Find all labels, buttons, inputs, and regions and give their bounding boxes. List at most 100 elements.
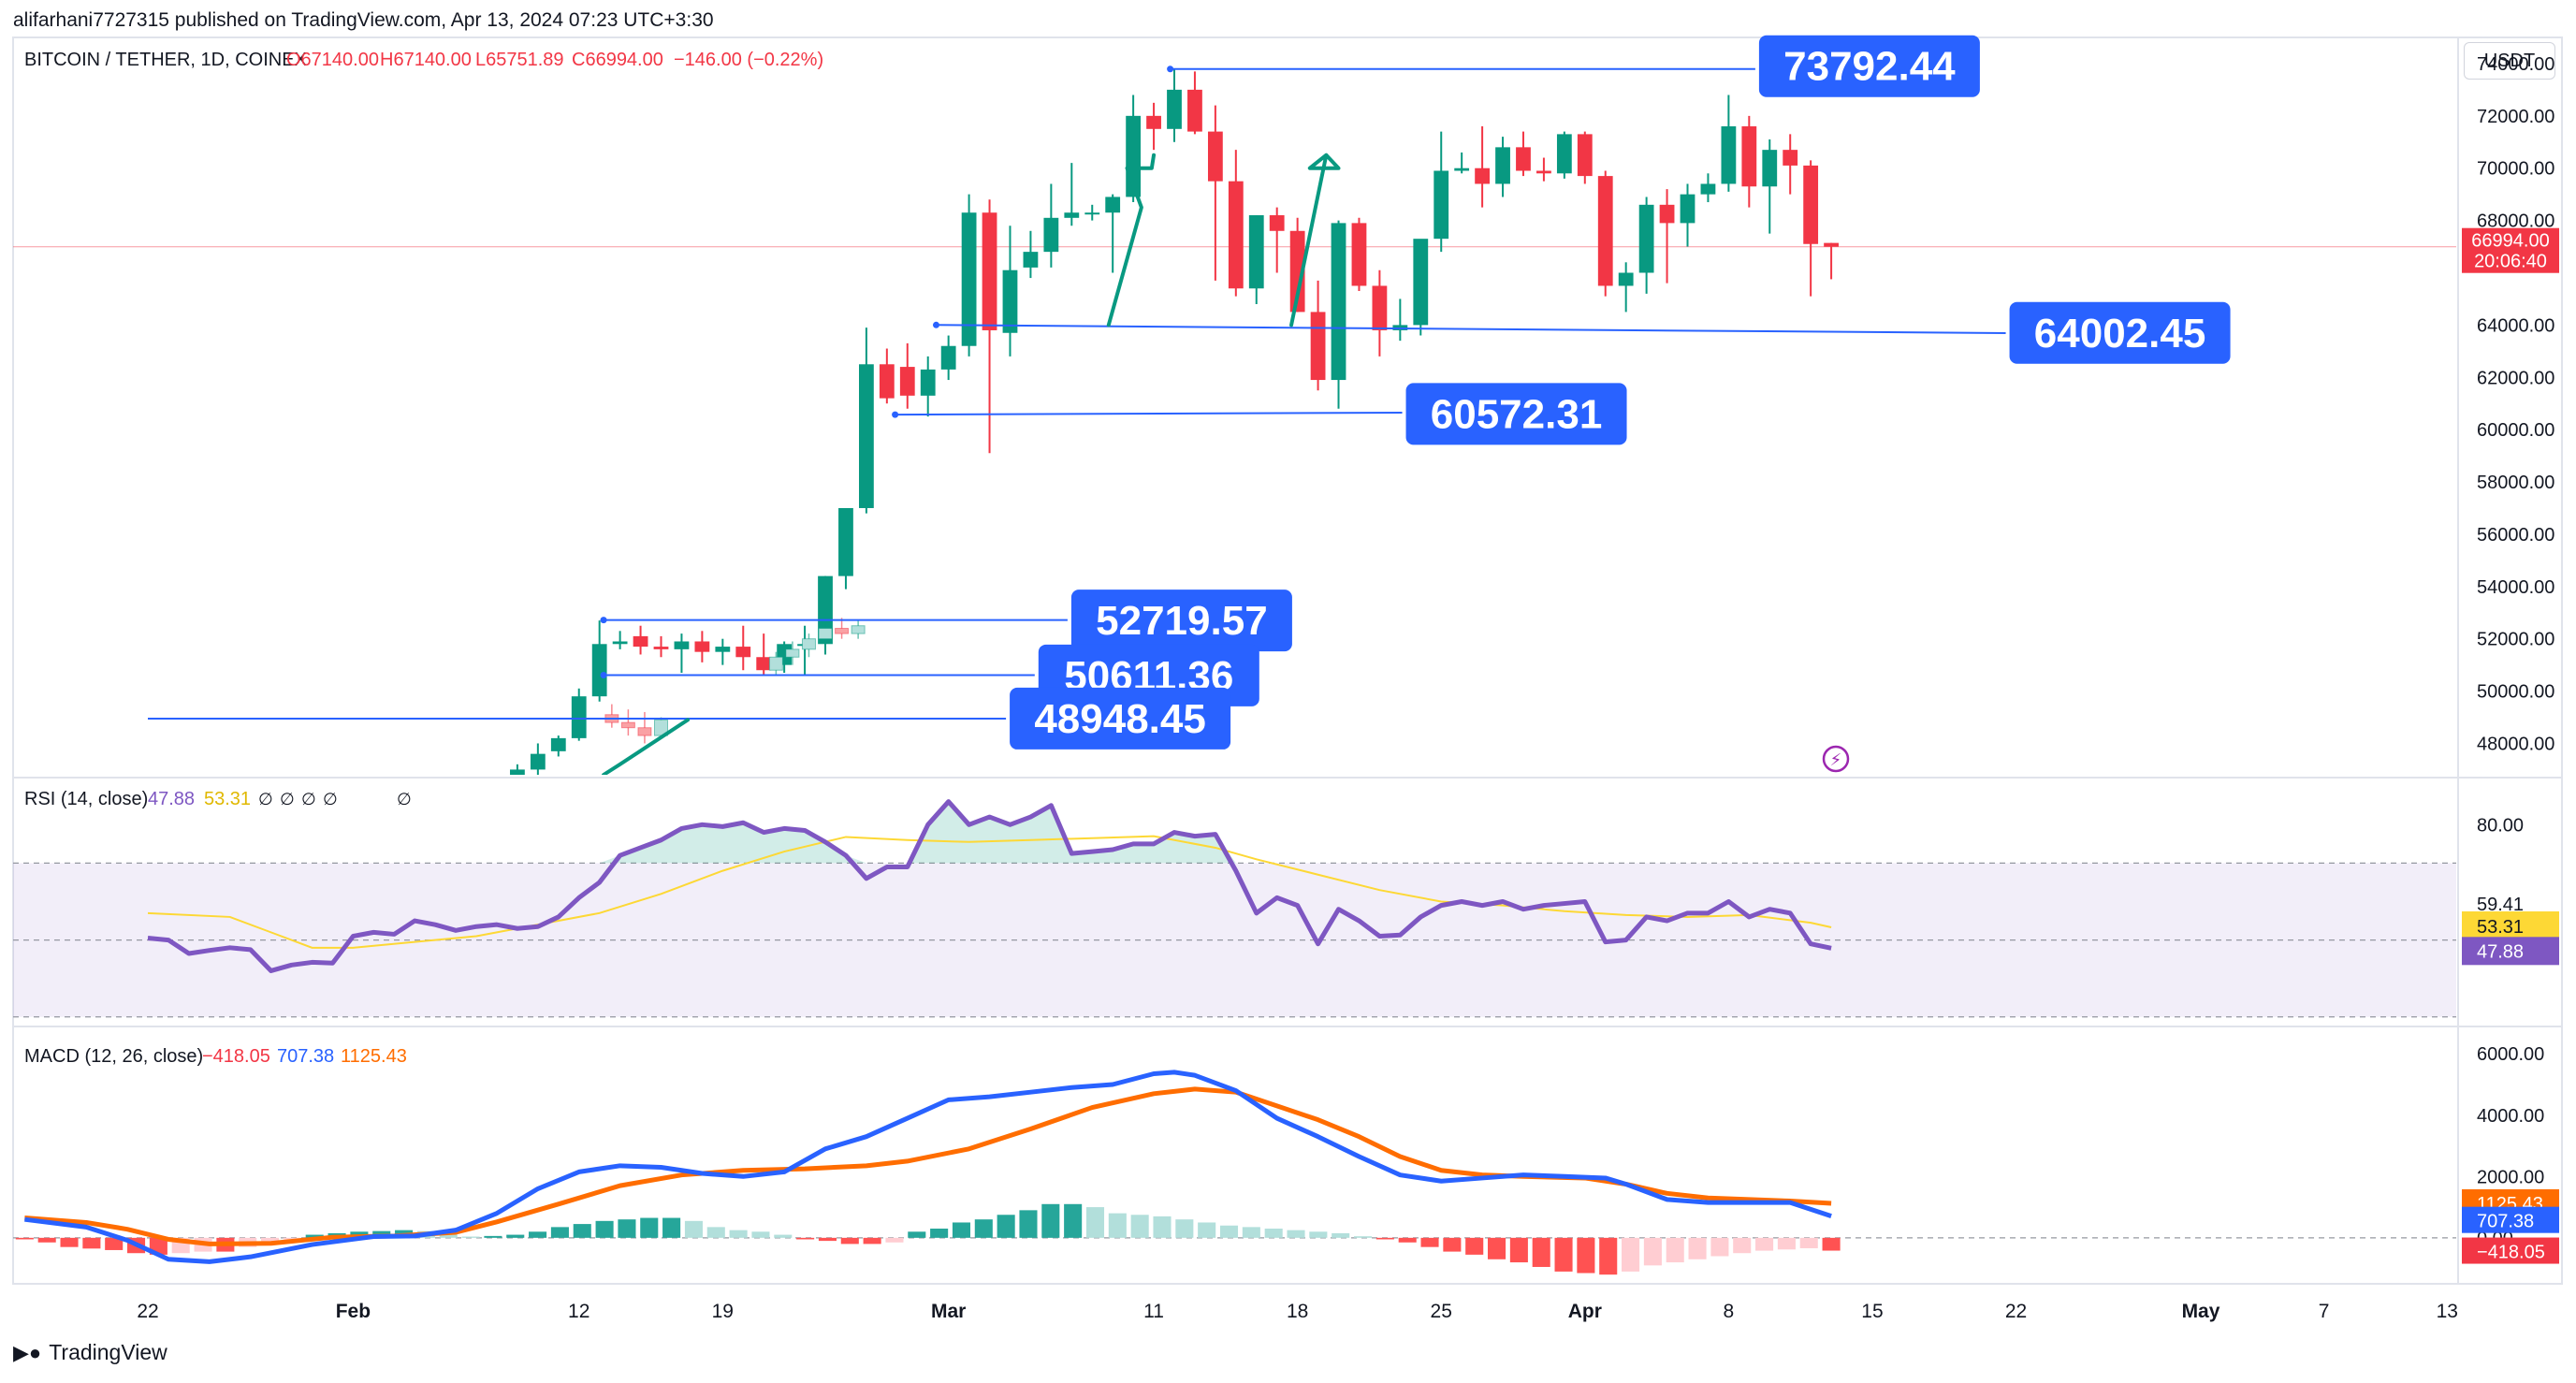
candle-body xyxy=(550,737,566,751)
price-pane[interactable]: 73792.4464002.4560572.3152719.5750611.36… xyxy=(13,35,2456,785)
price-axis[interactable]: 74000.00 72000.00 70000.00 68000.00 64000.00… xyxy=(2462,54,2559,1264)
rsi-badge-value: 47.88 xyxy=(2477,941,2524,962)
candle-body xyxy=(1413,239,1429,326)
macd-histogram-bar xyxy=(1622,1237,1640,1272)
overlay-candle-body xyxy=(801,638,816,650)
candle-body xyxy=(1434,170,1449,240)
price-label-box xyxy=(1070,590,1292,652)
price-tick-label: 48000.00 xyxy=(2477,734,2554,754)
macd-histogram-bar xyxy=(1064,1203,1083,1238)
na-icon: ∅ xyxy=(397,790,412,808)
tradingview-logo-icon: ▶● xyxy=(13,1340,42,1364)
level-anchor xyxy=(1167,66,1174,73)
time-tick-label: 13 xyxy=(2437,1301,2458,1322)
macd-histogram-bar xyxy=(1554,1237,1573,1272)
candle-body xyxy=(1146,115,1161,129)
macd-histogram-bar xyxy=(1332,1232,1350,1238)
candle-body xyxy=(591,644,607,697)
candle-body xyxy=(879,364,895,399)
macd-histogram-bar xyxy=(82,1237,101,1249)
candle-body xyxy=(1248,215,1264,289)
candle-body xyxy=(1783,150,1798,166)
candle-body xyxy=(920,369,936,396)
candle-body xyxy=(530,753,546,770)
candle-body xyxy=(1023,252,1039,268)
macd-histogram-bar xyxy=(863,1237,881,1245)
publisher-line: alifarhani7727315 published on TradingVi… xyxy=(13,9,714,31)
overlay-candle-body xyxy=(818,628,833,640)
macd-histogram-bar xyxy=(684,1220,703,1238)
last-price-value: 66994.00 xyxy=(2471,231,2549,252)
macd-histogram-bar xyxy=(1219,1225,1239,1238)
candle-body xyxy=(1824,242,1839,247)
macd-histogram-bar xyxy=(550,1227,569,1238)
rsi-pane[interactable] xyxy=(13,799,2456,1018)
candle-body xyxy=(510,769,525,775)
time-tick-label: 11 xyxy=(1143,1301,1164,1322)
time-axis[interactable]: 22 Feb 12 19 Mar 11 18 25 Apr 8 15 22 May 7 13 xyxy=(137,1301,2458,1322)
na-icon: ∅ xyxy=(258,790,273,808)
rsi-band xyxy=(13,863,2456,1017)
macd-histogram-bar xyxy=(529,1231,547,1238)
price-label-text: 73792.44 xyxy=(1783,44,1956,90)
rsi-tick-label: 80.00 xyxy=(2477,815,2524,836)
candle-body xyxy=(1536,170,1551,174)
macd-histogram-bar xyxy=(573,1224,591,1238)
rsi-ma-badge xyxy=(2462,910,2559,939)
macd-histogram-bar xyxy=(930,1229,949,1238)
candle-body xyxy=(1064,212,1080,218)
candle-body xyxy=(1331,223,1346,381)
time-tick-label: 7 xyxy=(2319,1301,2330,1322)
overlay-candle-body xyxy=(835,628,850,634)
macd-pane[interactable] xyxy=(13,1070,2456,1275)
candle-body xyxy=(1659,204,1675,224)
macd-tick-label: 2000.00 xyxy=(2477,1167,2544,1187)
candle-body xyxy=(1310,312,1326,381)
candle-body xyxy=(633,635,648,648)
candle-body xyxy=(674,641,690,649)
macd-histogram-bar xyxy=(640,1217,659,1238)
na-icon: ∅ xyxy=(280,790,295,808)
macd-histogram-bar xyxy=(1465,1237,1484,1255)
candle-body xyxy=(1105,197,1121,213)
candle-body xyxy=(1228,181,1244,289)
macd-hist-badge-value: −418.05 xyxy=(2477,1243,2545,1263)
price-label-text: 60572.31 xyxy=(1431,391,1603,437)
rsi-overbought-fill xyxy=(148,801,1832,864)
macd-histogram-bar xyxy=(1777,1237,1796,1250)
candle-body xyxy=(1475,167,1490,184)
candle-body xyxy=(1803,165,1819,244)
macd-histogram-bar xyxy=(1443,1237,1462,1252)
currency-button[interactable]: USDT xyxy=(2464,42,2555,80)
macd-histogram-bar xyxy=(840,1237,859,1245)
macd-histogram-bar xyxy=(706,1227,725,1238)
candle-body xyxy=(1351,223,1367,286)
candle-body xyxy=(1187,89,1202,132)
macd-histogram-bar xyxy=(461,1236,480,1238)
price-label-box xyxy=(1010,687,1231,750)
macd-histogram-bar xyxy=(1488,1237,1506,1259)
candle-body xyxy=(1762,150,1778,187)
time-tick-label: 15 xyxy=(1861,1301,1883,1322)
macd-histogram-bar xyxy=(1264,1229,1283,1238)
macd-histogram-bar xyxy=(1153,1216,1172,1238)
lightning-icon: ⚡ xyxy=(1830,750,1842,769)
rsi-plot xyxy=(13,799,2456,1018)
macd-tick-label: 6000.00 xyxy=(2477,1044,2544,1065)
macd-histogram-bar xyxy=(796,1237,815,1240)
time-tick-label: 25 xyxy=(1431,1301,1452,1322)
level-anchor xyxy=(600,617,607,624)
macd-histogram-bar xyxy=(1019,1210,1038,1238)
candle-body xyxy=(756,657,772,671)
price-tick-label: 56000.00 xyxy=(2477,525,2554,546)
candle-body xyxy=(1043,217,1059,253)
candle-body xyxy=(653,647,669,649)
candle-body xyxy=(1454,167,1470,171)
macd-histogram-bar xyxy=(952,1222,971,1238)
macd-tick-label: 4000.00 xyxy=(2477,1106,2544,1127)
level-line xyxy=(895,411,1403,416)
na-icon: ∅ xyxy=(323,790,338,808)
overlay-candle-body xyxy=(620,721,635,729)
